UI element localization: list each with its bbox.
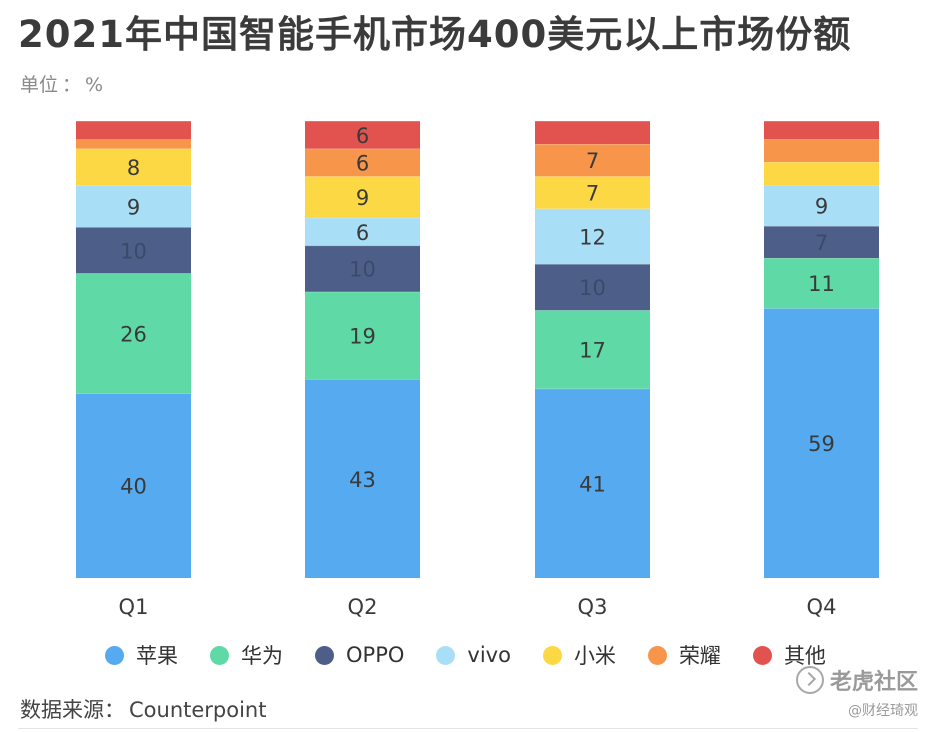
- legend-label: 苹果: [136, 644, 178, 668]
- data-label-q3-4: 7: [586, 182, 599, 206]
- bar-segment-q2-0: [305, 379, 420, 578]
- chart-title: 2021年中国智能手机市场400美元以上市场份额: [18, 13, 852, 56]
- bar-segment-q4-5: [764, 139, 879, 163]
- legend-label: OPPO: [346, 643, 405, 667]
- x-tick-label-q2: Q2: [348, 595, 378, 619]
- source-value: Counterpoint: [129, 698, 267, 722]
- legend-label: 小米: [573, 644, 616, 668]
- legend-label: 华为: [241, 644, 283, 668]
- x-tick-label-q1: Q1: [119, 595, 149, 619]
- unit-label-text: 单位: [20, 74, 59, 96]
- bar-segment-q3-4: [535, 176, 650, 209]
- bar-segment-q1-1: [76, 273, 191, 394]
- bar-segment-q1-3: [76, 185, 191, 228]
- data-label-q2-0: 43: [349, 468, 376, 492]
- legend-swatch: [315, 645, 334, 665]
- data-label-q2-4: 9: [356, 186, 369, 210]
- data-label-q3-3: 12: [579, 225, 606, 249]
- legend-label: vivo: [467, 643, 511, 667]
- bar-segment-q3-0: [535, 388, 650, 578]
- data-label-q4-1: 11: [808, 272, 835, 296]
- legend-item: 华为: [210, 640, 283, 670]
- bar-segment-q2-6: [305, 121, 420, 149]
- data-label-q2-6: 6: [356, 124, 369, 148]
- data-label-q1-2: 10: [120, 239, 147, 263]
- bar-segment-q3-5: [535, 144, 650, 177]
- bar-segment-q1-2: [76, 227, 191, 274]
- watermark: 老虎社区 @财经琦观: [795, 664, 918, 720]
- data-label-q2-2: 10: [349, 258, 376, 282]
- legend-item: 小米: [542, 640, 616, 670]
- bar-segment-q4-6: [764, 121, 879, 140]
- unit-label: 单位：%: [20, 74, 104, 96]
- legend-label: 其他: [783, 644, 826, 668]
- data-label-q3-0: 41: [579, 472, 606, 496]
- legend-swatch: [647, 645, 667, 665]
- segment-separator: [535, 120, 650, 122]
- segment-separator: [535, 208, 650, 210]
- source-note: 数据来源： Counterpoint: [20, 698, 267, 722]
- bar-segment-q2-4: [305, 176, 420, 218]
- data-label-q2-1: 19: [349, 325, 376, 349]
- bar-segment-q1-4: [76, 148, 191, 186]
- bar-segment-q1-6: [76, 121, 191, 140]
- watermark-sub: @财经琦观: [848, 703, 918, 719]
- data-label-q3-2: 10: [579, 276, 606, 300]
- bar-segment-q4-1: [764, 258, 879, 309]
- legend-item: 荣耀: [647, 640, 721, 670]
- legend: 苹果 华为 OPPO vivo 小米 荣耀 其他: [105, 640, 858, 670]
- bar-segment-q3-1: [535, 310, 650, 389]
- data-label-q4-3: 9: [815, 195, 828, 219]
- legend-swatch: [436, 645, 456, 665]
- bar-segment-q4-2: [764, 226, 879, 259]
- data-label-q1-3: 9: [127, 195, 140, 219]
- bar-segment-q3-6: [535, 121, 650, 145]
- legend-item: 其他: [752, 640, 826, 670]
- data-label-q3-5: 7: [586, 149, 599, 173]
- bar-segment-q2-5: [305, 148, 420, 177]
- watermark-main: 老虎社区: [829, 670, 918, 695]
- unit-value: %: [85, 74, 104, 96]
- data-label-q3-1: 17: [579, 339, 606, 363]
- legend-item: vivo: [436, 640, 511, 670]
- segment-separator: [305, 120, 420, 122]
- bar-segment-q4-0: [764, 308, 879, 578]
- segment-separator: [76, 120, 191, 122]
- data-label-q1-4: 8: [127, 156, 140, 180]
- data-label-q1-1: 26: [120, 322, 147, 346]
- source-label: 数据来源: [20, 698, 104, 722]
- legend-item: OPPO: [315, 640, 404, 670]
- legend-swatch: [105, 645, 124, 665]
- bottom-divider: [18, 728, 918, 729]
- data-label-q2-3: 6: [356, 221, 369, 245]
- bar-segment-q1-5: [76, 139, 191, 149]
- bar-segment-q2-1: [305, 291, 420, 380]
- legend-swatch: [752, 645, 772, 665]
- bar-segment-q4-3: [764, 184, 879, 227]
- bar-segment-q3-3: [535, 208, 650, 265]
- tiger-logo-icon: [795, 666, 824, 694]
- data-label-q2-5: 6: [356, 152, 369, 176]
- legend-swatch: [542, 645, 562, 665]
- x-tick-label-q4: Q4: [807, 595, 837, 619]
- bar-segment-q4-4: [764, 162, 879, 185]
- legend-swatch: [210, 645, 229, 665]
- data-label-q1-0: 40: [120, 475, 147, 499]
- data-label-q4-2: 7: [815, 231, 828, 255]
- bar-segment-q3-2: [535, 264, 650, 311]
- bar-segment-q1-0: [76, 393, 191, 578]
- segment-separator: [764, 120, 879, 122]
- legend-item: 苹果: [105, 640, 178, 670]
- x-tick-label-q3: Q3: [578, 595, 608, 619]
- legend-label: 荣耀: [678, 644, 721, 668]
- bar-segment-q2-3: [305, 217, 420, 246]
- bar-segment-q2-2: [305, 245, 420, 292]
- data-label-q4-0: 59: [808, 432, 835, 456]
